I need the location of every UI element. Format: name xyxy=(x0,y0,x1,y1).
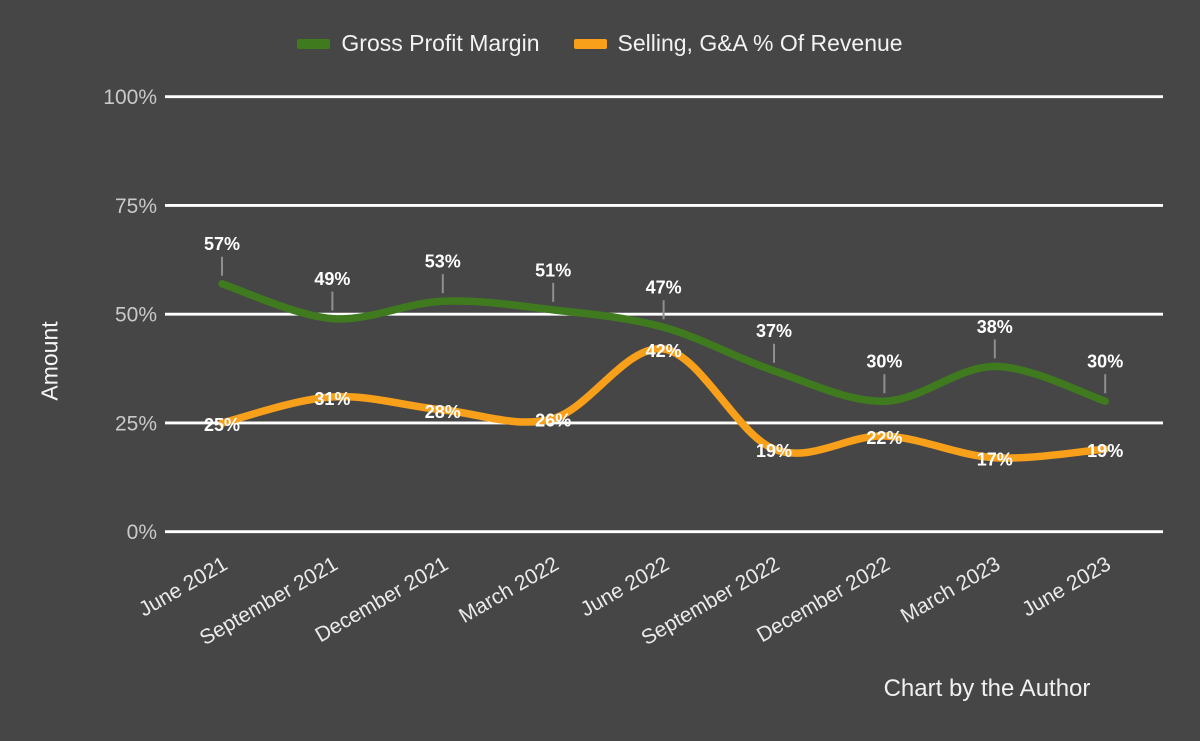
data-label: 57% xyxy=(204,234,240,254)
data-label: 30% xyxy=(1087,352,1123,372)
sga-percent-of-revenue-swatch-icon xyxy=(573,38,607,49)
y-tick-label: 100% xyxy=(103,86,157,109)
data-label: 38% xyxy=(977,317,1013,337)
legend-item-sga-percent-of-revenue: Selling, G&A % Of Revenue xyxy=(573,30,903,57)
data-label: 53% xyxy=(425,252,461,272)
x-tick-label: March 2022 xyxy=(455,552,563,627)
y-tick-label: 0% xyxy=(127,521,157,544)
data-label: 17% xyxy=(977,450,1013,470)
data-label: 19% xyxy=(1087,441,1123,461)
legend-item-gross-profit-margin: Gross Profit Margin xyxy=(297,30,540,57)
data-label: 37% xyxy=(756,321,792,341)
data-label: 25% xyxy=(204,415,240,435)
x-tick-label: June 2022 xyxy=(577,552,673,621)
x-tick-label: June 2021 xyxy=(135,552,231,621)
chart-credit: Chart by the Author xyxy=(883,675,1091,702)
data-label: 22% xyxy=(866,428,902,448)
data-label: 51% xyxy=(535,260,571,280)
data-label: 42% xyxy=(646,341,682,361)
x-tick-label: June 2023 xyxy=(1018,552,1114,621)
data-label: 19% xyxy=(756,441,792,461)
data-label: 31% xyxy=(314,389,350,409)
data-label: 30% xyxy=(866,352,902,372)
y-tick-label: 75% xyxy=(115,195,157,218)
data-label: 26% xyxy=(535,411,571,431)
y-tick-label: 25% xyxy=(115,412,157,435)
y-tick-label: 50% xyxy=(115,304,157,327)
legend-label-sga-percent-of-revenue: Selling, G&A % Of Revenue xyxy=(617,30,903,56)
legend: Gross Profit Margin Selling, G&A % Of Re… xyxy=(0,30,1200,57)
gross-profit-margin-swatch-icon xyxy=(297,38,331,49)
data-label: 47% xyxy=(646,278,682,298)
series-line-sga-percent-of-revenue xyxy=(218,345,1109,462)
data-label: 28% xyxy=(425,402,461,422)
data-label: 49% xyxy=(314,269,350,289)
x-tick-label: March 2023 xyxy=(897,552,1005,627)
legend-label-gross-profit-margin: Gross Profit Margin xyxy=(341,30,540,56)
series-line-gross-profit-margin xyxy=(218,280,1109,405)
